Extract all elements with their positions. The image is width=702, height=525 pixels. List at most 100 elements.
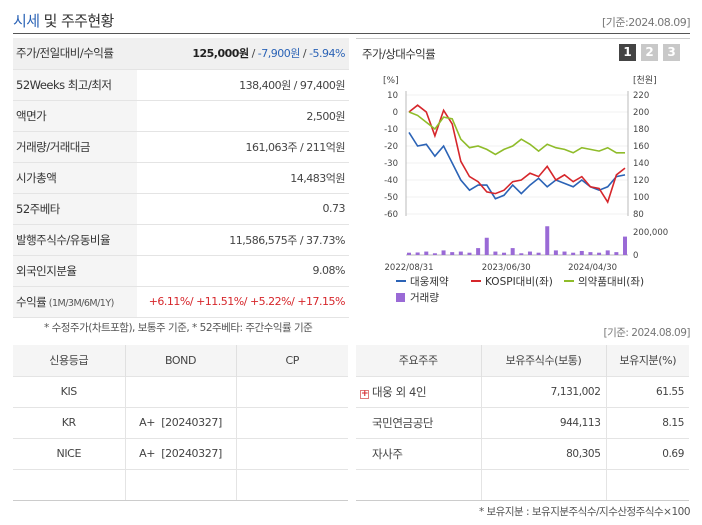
table-row: KIS (13, 375, 348, 407)
price-summary-table: 주가/전일대비/수익률 125,000원 / -7,900원 / -5.94% … (13, 38, 349, 318)
volume-bar (605, 250, 610, 255)
right-axis-unit: [천원] (633, 75, 657, 86)
volume-bar (553, 250, 558, 255)
volume-bar (467, 252, 472, 255)
volume-bar (527, 251, 532, 255)
cp-cell (236, 375, 348, 407)
left-tick-label: 10 (387, 91, 398, 101)
right-tick-label: 80 (633, 210, 644, 220)
volume-bar (614, 252, 619, 255)
row-value: 9.08% (137, 255, 349, 287)
x-tick-label: 2022/08/31 (385, 263, 434, 273)
bond-cell (125, 375, 237, 407)
row-value: 138,400원 / 97,400원 (137, 69, 349, 101)
title-rest: 및 주주현황 (39, 12, 115, 30)
holder-footnote: * 보유지분 : 보유지분주식수/지수산정주식수×100 (478, 506, 691, 518)
chart-page-1-button[interactable]: 1 (619, 44, 636, 61)
column-header: 주요주주 (356, 345, 482, 376)
right-tick-label: 180 (633, 125, 649, 135)
volume-bar (579, 250, 584, 255)
chart-title: 주가/상대수익률 (362, 47, 436, 61)
reference-date: [기준:2024.08.09] (601, 16, 691, 29)
price-change: -7,900원 (257, 47, 301, 61)
table-row: 52주베타 0.73 (13, 193, 349, 225)
volume-bar (623, 236, 627, 255)
row-value: +6.11%/ +11.51%/ +5.22%/ +17.15% (137, 286, 349, 318)
returns-periods: (1M/3M/6M/1Y) (46, 297, 115, 309)
separator: / (291, 295, 298, 308)
table-row: 주가/전일대비/수익률 125,000원 / -7,900원 / -5.94% (13, 38, 349, 70)
volume-bar (493, 251, 498, 255)
volume-bar (484, 237, 489, 255)
row-label: 52주베타 (13, 193, 137, 225)
right-tick-label: 220 (633, 91, 649, 101)
table-header-row: 주요주주 보유주식수(보통) 보유지분(%) (356, 345, 689, 376)
shares-cell: 944,113 (481, 406, 607, 438)
volume-bar (432, 253, 437, 255)
volume-bar (407, 252, 411, 255)
return-3m: +11.51% (196, 295, 244, 308)
volume-bar (450, 252, 455, 255)
left-tick-label: -20 (384, 142, 398, 152)
volume-bar (571, 252, 576, 255)
row-label: 52Weeks 최고/최저 (13, 69, 137, 101)
legend-label: 대웅제약 (410, 276, 449, 288)
separator: / (299, 47, 310, 61)
legend-label: 의약품대비(좌) (578, 276, 644, 288)
row-label: 시가총액 (13, 162, 137, 194)
ratio-cell: 0.69 (606, 437, 689, 469)
cp-cell (236, 406, 348, 438)
volume-bar (415, 252, 420, 255)
volume-bar (562, 251, 567, 255)
agency-cell: KR (13, 406, 126, 438)
shares-cell: 7,131,002 (481, 375, 607, 407)
legend-swatch (396, 293, 405, 302)
major-shareholders-table: 주요주주 보유주식수(보통) 보유지분(%) + 대웅 외 4인 7,131,00… (356, 345, 689, 501)
left-tick-label: -40 (384, 176, 398, 186)
table-row: 외국인지분율 9.08% (13, 255, 349, 287)
volume-bar (536, 252, 541, 255)
legend-label: 거래량 (410, 292, 439, 304)
table-row: KR A+ [20240327] (13, 406, 348, 438)
holder-name: 대웅 외 4인 (372, 384, 427, 399)
expand-plus-icon[interactable]: + (360, 388, 369, 399)
volume-bar (588, 252, 593, 255)
chart-page-2-button[interactable]: 2 (641, 44, 658, 61)
table-row: 국민연금공단 944,113 8.15 (356, 406, 689, 438)
row-label: 외국인지분율 (13, 255, 137, 287)
volume-tick-label: 0 (633, 251, 638, 261)
volume-tick-label: 200,000 (633, 228, 668, 238)
ratio-cell: 8.15 (606, 406, 689, 438)
row-value: 161,063주 / 211억원 (137, 131, 349, 163)
row-value: 2,500원 (137, 100, 349, 132)
cp-cell (236, 468, 348, 501)
table-row: 발행주식수/유동비율 11,586,575주 / 37.73% (13, 224, 349, 256)
ratio-cell: 61.55 (606, 375, 689, 407)
volume-bar (519, 253, 524, 255)
shares-cell (481, 468, 607, 501)
credit-rating-table: 신용등급 BOND CP KIS KR A+ [20240327] NICE A… (13, 345, 348, 501)
separator: / (248, 47, 258, 61)
left-tick-label: -10 (384, 125, 398, 135)
table-row (356, 468, 689, 501)
bond-cell: A+ [20240327] (125, 406, 237, 438)
left-tick-label: 0 (393, 108, 398, 118)
chart-page-3-button[interactable]: 3 (663, 44, 680, 61)
holder-name-cell: 자사주 (356, 437, 482, 469)
column-header: 신용등급 (13, 345, 126, 376)
table-row (13, 468, 348, 501)
page-title: 시세 및 주주현황 (13, 10, 114, 31)
agency-cell (13, 468, 126, 501)
row-value: 11,586,575주 / 37.73% (137, 224, 349, 256)
price-chart: [%] [천원]100-10-20-30-40-50-60220200180160… (383, 75, 668, 304)
right-tick-label: 100 (633, 193, 649, 203)
volume-bar (510, 248, 515, 255)
volume-bar (476, 248, 481, 255)
left-tick-label: -50 (384, 193, 398, 203)
volume-bar (424, 251, 429, 255)
volume-bar (441, 250, 446, 255)
title-highlight: 시세 (13, 12, 40, 30)
left-tick-label: -30 (384, 159, 398, 169)
shares-cell: 80,305 (481, 437, 607, 469)
row-label: 거래량/거래대금 (13, 131, 137, 163)
